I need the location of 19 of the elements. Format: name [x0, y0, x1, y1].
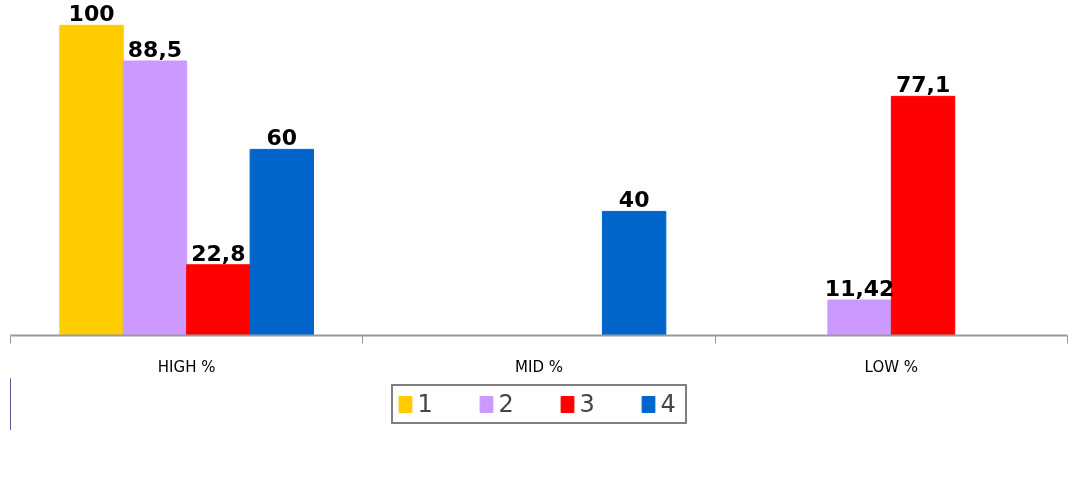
bar [827, 299, 892, 336]
data-label: 100 [68, 1, 115, 27]
x-tick-label: LOW % [864, 357, 919, 376]
data-label: 40 [618, 187, 650, 213]
data-label: 77,1 [895, 72, 951, 98]
bar [122, 60, 188, 336]
legend-label: 1 [417, 390, 434, 418]
x-tick-label: HIGH % [157, 357, 216, 376]
bar [249, 148, 315, 336]
data-label: 22,8 [191, 240, 246, 266]
bar [186, 264, 251, 336]
legend-label: 2 [498, 390, 515, 418]
data-label: 88,5 [127, 36, 183, 62]
legend-label: 4 [660, 390, 677, 418]
x-tick-label: MID % [515, 357, 563, 376]
data-label: 60 [266, 125, 298, 151]
bar [601, 210, 667, 336]
legend-label: 3 [579, 390, 596, 418]
bar [59, 24, 124, 336]
